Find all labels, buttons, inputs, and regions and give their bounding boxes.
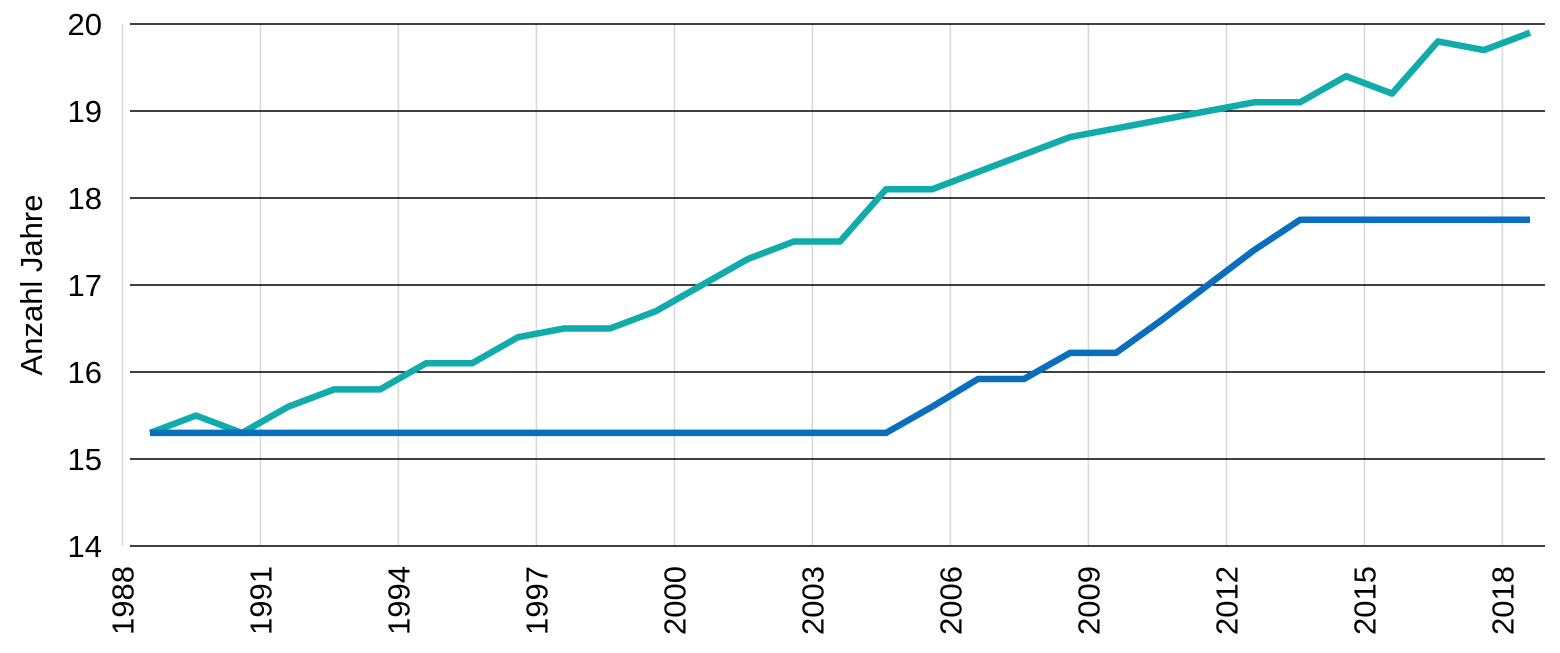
x-tick-label-1988: 1988: [105, 566, 140, 635]
x-tick-label-2009: 2009: [1071, 566, 1106, 635]
y-axis-title: Anzahl Jahre: [14, 195, 49, 376]
y-tick-label-20: 20: [68, 7, 102, 42]
x-tick-label-1991: 1991: [243, 566, 278, 635]
x-tick-label-1997: 1997: [519, 566, 554, 635]
series-line-1: [148, 29, 1532, 437]
y-tick-label-17: 17: [68, 268, 102, 303]
y-tick-label-18: 18: [68, 181, 102, 216]
y-tick-label-14: 14: [68, 529, 102, 564]
y-axis-tick-labels: 14 15 16 17 18 19 20: [68, 7, 102, 564]
x-tick-label-1994: 1994: [381, 566, 416, 635]
x-axis-tick-labels: 1988 1991 1994 1997 2000 2003 2006 2009 2012 2015…: [105, 566, 1520, 635]
x-tick-label-2000: 2000: [657, 566, 692, 635]
y-tick-label-15: 15: [68, 442, 102, 477]
y-tick-label-16: 16: [68, 355, 102, 390]
series-line-2: [150, 216, 1530, 437]
series-lines: [148, 29, 1532, 437]
x-tick-label-2003: 2003: [795, 566, 830, 635]
x-tick-label-2006: 2006: [933, 566, 968, 635]
horizontal-gridlines: [130, 23, 1545, 547]
x-tick-label-2015: 2015: [1347, 566, 1382, 635]
x-tick-label-2012: 2012: [1209, 566, 1244, 635]
y-tick-label-19: 19: [68, 94, 102, 129]
x-tick-label-2018: 2018: [1485, 566, 1520, 635]
